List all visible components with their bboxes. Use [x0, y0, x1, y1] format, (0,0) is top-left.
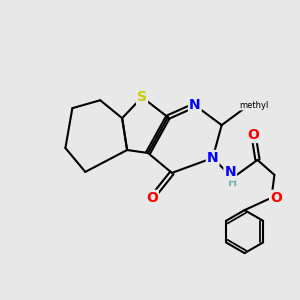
Text: N: N: [189, 98, 201, 112]
Text: methyl: methyl: [239, 101, 268, 110]
Text: S: S: [137, 90, 147, 104]
Text: H: H: [228, 178, 237, 188]
Text: N: N: [224, 166, 236, 179]
Text: O: O: [270, 191, 282, 205]
Text: N: N: [207, 151, 218, 165]
Text: O: O: [146, 191, 158, 205]
Text: O: O: [248, 128, 260, 142]
